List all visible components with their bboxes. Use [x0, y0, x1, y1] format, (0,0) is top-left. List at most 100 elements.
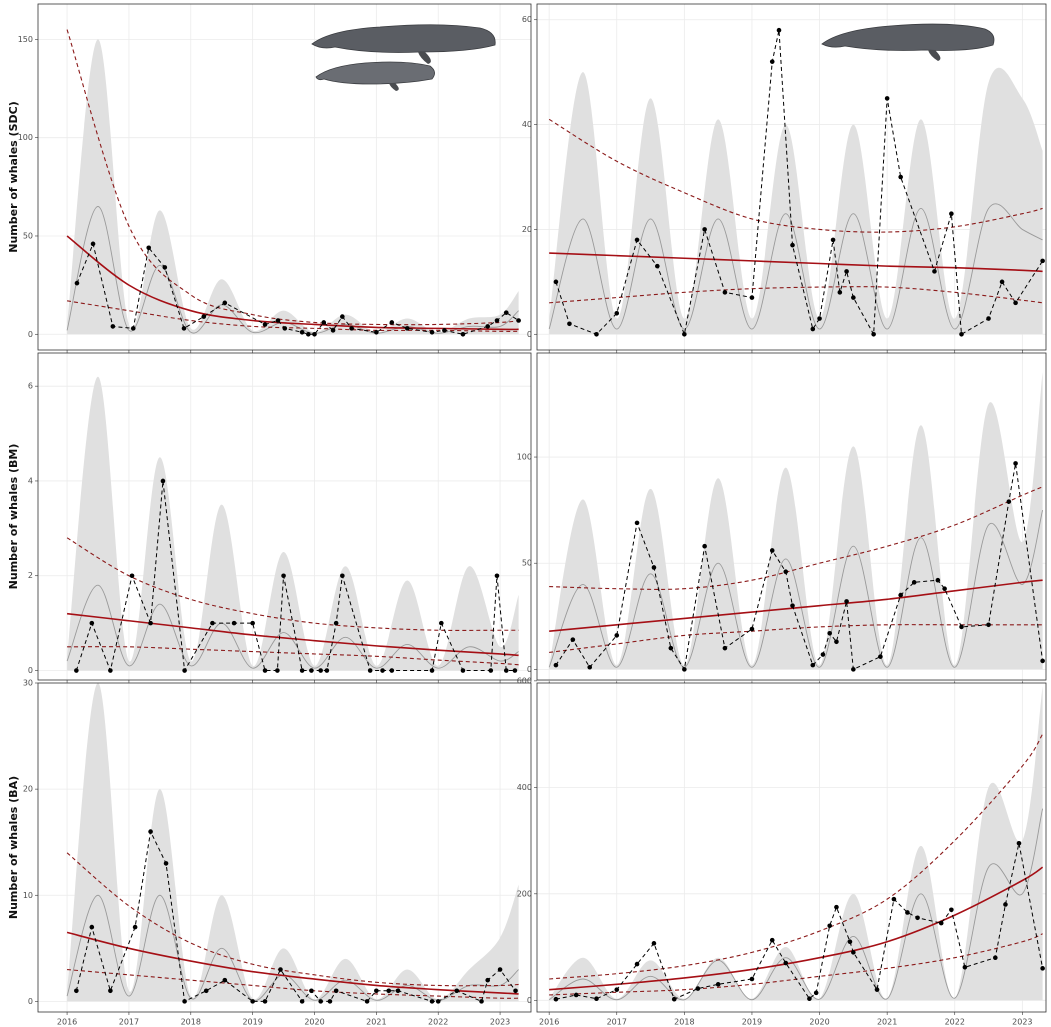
- observed-point: [386, 988, 392, 994]
- observed-point: [129, 573, 135, 579]
- observed-point: [847, 939, 853, 945]
- x-tick-label: 2018: [674, 1018, 694, 1027]
- observed-point: [1013, 300, 1018, 306]
- observed-point: [395, 988, 401, 994]
- observed-point: [911, 580, 917, 585]
- observed-point: [163, 861, 169, 866]
- observed-point: [374, 330, 379, 335]
- observed-point: [959, 624, 964, 630]
- plot-area: [548, 27, 1045, 337]
- y-tick-label: 50: [522, 559, 532, 568]
- observed-point: [749, 626, 755, 632]
- observed-point: [715, 982, 721, 987]
- observed-point: [702, 543, 707, 549]
- observed-point: [999, 279, 1005, 285]
- observed-point: [851, 295, 856, 300]
- trend-ci-line: [549, 624, 1043, 653]
- observed-point: [222, 300, 228, 306]
- observed-point: [281, 573, 286, 579]
- observed-point: [454, 988, 460, 994]
- y-tick-label: 10: [23, 891, 33, 900]
- y-tick-label: 20: [522, 225, 532, 234]
- trend-line: [66, 612, 519, 657]
- observed-point: [429, 999, 435, 1004]
- observed-point: [364, 999, 370, 1004]
- observed-point: [682, 331, 687, 337]
- observed-point: [1040, 258, 1045, 264]
- prediction-band: [67, 683, 519, 1002]
- y-axis-label: Number of whales (SDC): [7, 101, 20, 252]
- observed-point: [146, 245, 152, 251]
- observed-point: [278, 967, 283, 972]
- observed-point: [512, 668, 518, 673]
- y-tick-label: 60: [522, 15, 532, 24]
- whale-body: [315, 61, 435, 85]
- x-tick-label: 2018: [181, 1018, 201, 1027]
- observed-point: [299, 330, 305, 335]
- observed-point: [90, 241, 96, 247]
- y-tick-label: 0: [28, 666, 33, 675]
- observed-point: [820, 652, 826, 657]
- observed-point: [594, 331, 599, 337]
- observed-point: [567, 321, 572, 327]
- observed-point: [651, 565, 657, 570]
- x-tick-label: 2020: [809, 1018, 829, 1027]
- observed-point: [553, 279, 559, 285]
- observed-point: [108, 668, 113, 673]
- observed-point: [959, 331, 964, 337]
- observed-line: [555, 30, 1044, 337]
- median-line: [66, 894, 519, 1001]
- prediction-band: [67, 39, 519, 335]
- observed-point: [299, 668, 305, 673]
- observed-point: [439, 620, 444, 626]
- observed-point: [262, 999, 268, 1004]
- whale-body: [821, 23, 995, 51]
- trend-ci-line: [67, 969, 519, 999]
- observed-point: [783, 960, 789, 966]
- plot-area: [66, 376, 519, 673]
- observed-point: [367, 668, 373, 673]
- observed-point: [570, 637, 576, 642]
- observed-point: [74, 280, 80, 286]
- observed-point: [349, 326, 354, 331]
- observed-point: [503, 310, 509, 315]
- observed-point: [553, 996, 559, 1002]
- panel-border: [37, 682, 532, 1013]
- observed-point: [74, 668, 79, 673]
- y-tick-label: 40: [522, 120, 532, 129]
- observed-point: [1006, 499, 1012, 504]
- panel: 0 50 100: [517, 352, 1047, 683]
- panel: 0 2 4 6 Number of whales (BM): [7, 352, 532, 683]
- observed-point: [321, 320, 327, 325]
- observed-point: [938, 920, 944, 926]
- observed-point: [282, 326, 288, 331]
- observed-point: [986, 316, 991, 321]
- x-tick-label: 2016: [57, 1018, 77, 1027]
- trend-ci-line: [66, 537, 519, 631]
- observed-point: [817, 316, 822, 321]
- trend-ci-line: [67, 646, 519, 666]
- observed-point: [110, 324, 116, 329]
- x-tick-label: 2019: [242, 1018, 262, 1027]
- observed-point: [769, 937, 775, 943]
- trend-line: [66, 931, 519, 995]
- y-axis-label: Number of whales (BM): [7, 444, 20, 590]
- panel: 0 20 40 60: [522, 3, 1047, 353]
- observed-point: [516, 318, 521, 323]
- observed-point: [340, 573, 345, 579]
- observed-point: [837, 290, 843, 295]
- y-tick-label: 20: [23, 785, 33, 794]
- observed-point: [162, 265, 168, 270]
- observed-point: [442, 328, 447, 333]
- observed-point: [898, 174, 903, 180]
- observed-line: [76, 242, 519, 335]
- observed-point: [871, 331, 876, 337]
- observed-point: [435, 999, 441, 1004]
- observed-point: [1003, 902, 1008, 907]
- panel: 0 10 20 30 2016 2017 2018 2019 2020 2021 2022 2023 N…: [7, 679, 532, 1027]
- y-tick-label: 4: [28, 476, 33, 485]
- panel-border: [536, 682, 1047, 1013]
- observed-point: [830, 237, 836, 243]
- x-tick-label: 2023: [1012, 1018, 1032, 1027]
